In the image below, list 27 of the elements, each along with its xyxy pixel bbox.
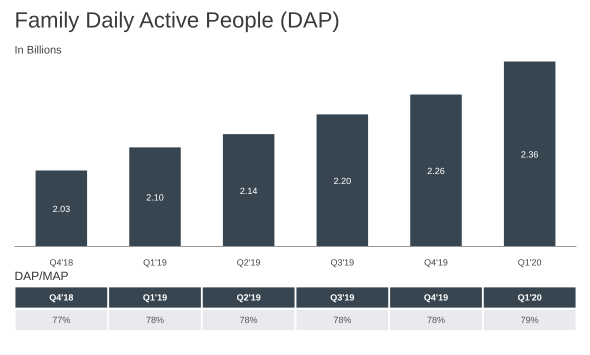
data-label: 2.26: [427, 166, 445, 176]
category-label: Q3'19: [330, 292, 354, 302]
data-label: 77%: [52, 315, 70, 325]
data-label: 78%: [333, 315, 352, 325]
data-label: 78%: [426, 315, 446, 325]
data-label: 2.20: [334, 176, 352, 186]
x-tick-label: Q3'19: [330, 258, 354, 268]
category-label: Q1'20: [518, 292, 542, 302]
data-label: 2.14: [240, 186, 258, 196]
category-label: Q4'19: [424, 292, 448, 302]
data-label: 2.10: [146, 192, 164, 202]
data-label: 78%: [240, 315, 258, 325]
x-tick-label: Q2'19: [236, 258, 261, 268]
category-label: Q2'19: [236, 292, 261, 302]
x-tick-label: Q4'18: [49, 258, 74, 268]
x-tick-label: Q1'19: [143, 258, 167, 268]
chart-subtitle: In Billions: [14, 44, 62, 56]
category-label: Q4'18: [49, 292, 74, 302]
data-label: 78%: [146, 315, 164, 325]
category-label: Q1'19: [142, 292, 168, 302]
x-tick-label: Q4'19: [424, 258, 448, 268]
text: DAP/MAP: [14, 269, 69, 284]
data-label: 2.03: [52, 204, 70, 214]
data-label: 79%: [520, 315, 539, 325]
x-tick-label: Q1'20: [518, 258, 542, 268]
chart-title: Family Daily Active People (DAP): [14, 8, 340, 32]
data-label: 2.36: [520, 150, 538, 160]
